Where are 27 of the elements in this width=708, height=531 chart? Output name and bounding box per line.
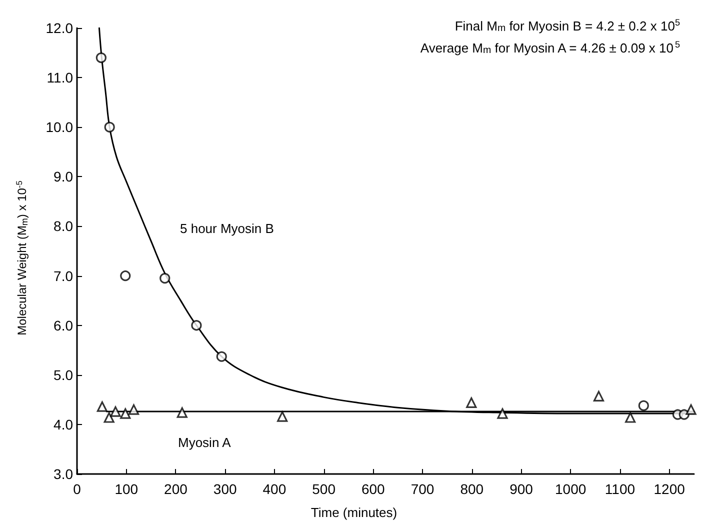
y-axis-title: Molecular Weight (Mm) x 10-5: [14, 180, 30, 336]
x-tick-label: 1000: [555, 481, 586, 497]
x-tick-label: 100: [114, 481, 138, 497]
x-tick-label: 700: [410, 481, 434, 497]
x-tick-label: 1100: [604, 481, 636, 497]
y-tick-label: 12.0: [46, 20, 74, 36]
x-axis-title: Time (minutes): [310, 505, 398, 520]
x-tick-label: 600: [361, 481, 386, 497]
x-tick-label: 900: [510, 481, 534, 497]
y-tick-label: 10.0: [46, 119, 74, 136]
y-tick-label: 5.0: [54, 366, 74, 383]
annotation: 5 hour Myosin B: [180, 221, 274, 236]
y-tick-label: 6.0: [54, 317, 74, 334]
x-tick-label: 1200: [654, 481, 686, 497]
x-tick-label: 500: [312, 481, 336, 497]
y-tick-label: 3.0: [54, 466, 74, 482]
x-tick-label: 800: [460, 481, 484, 497]
y-tick-label: 8.0: [54, 218, 74, 234]
annotation: Myosin A: [178, 435, 232, 450]
y-tick-label: 9.0: [54, 168, 74, 185]
x-tick-label: 0: [73, 481, 82, 497]
x-tick-label: 400: [262, 481, 286, 497]
y-tick-label: 4.0: [54, 416, 74, 432]
x-tick-label: 200: [164, 481, 188, 497]
x-tick-label: 300: [213, 481, 237, 497]
y-tick-label: 7.0: [54, 268, 74, 284]
y-tick-label: 11.0: [46, 70, 74, 86]
